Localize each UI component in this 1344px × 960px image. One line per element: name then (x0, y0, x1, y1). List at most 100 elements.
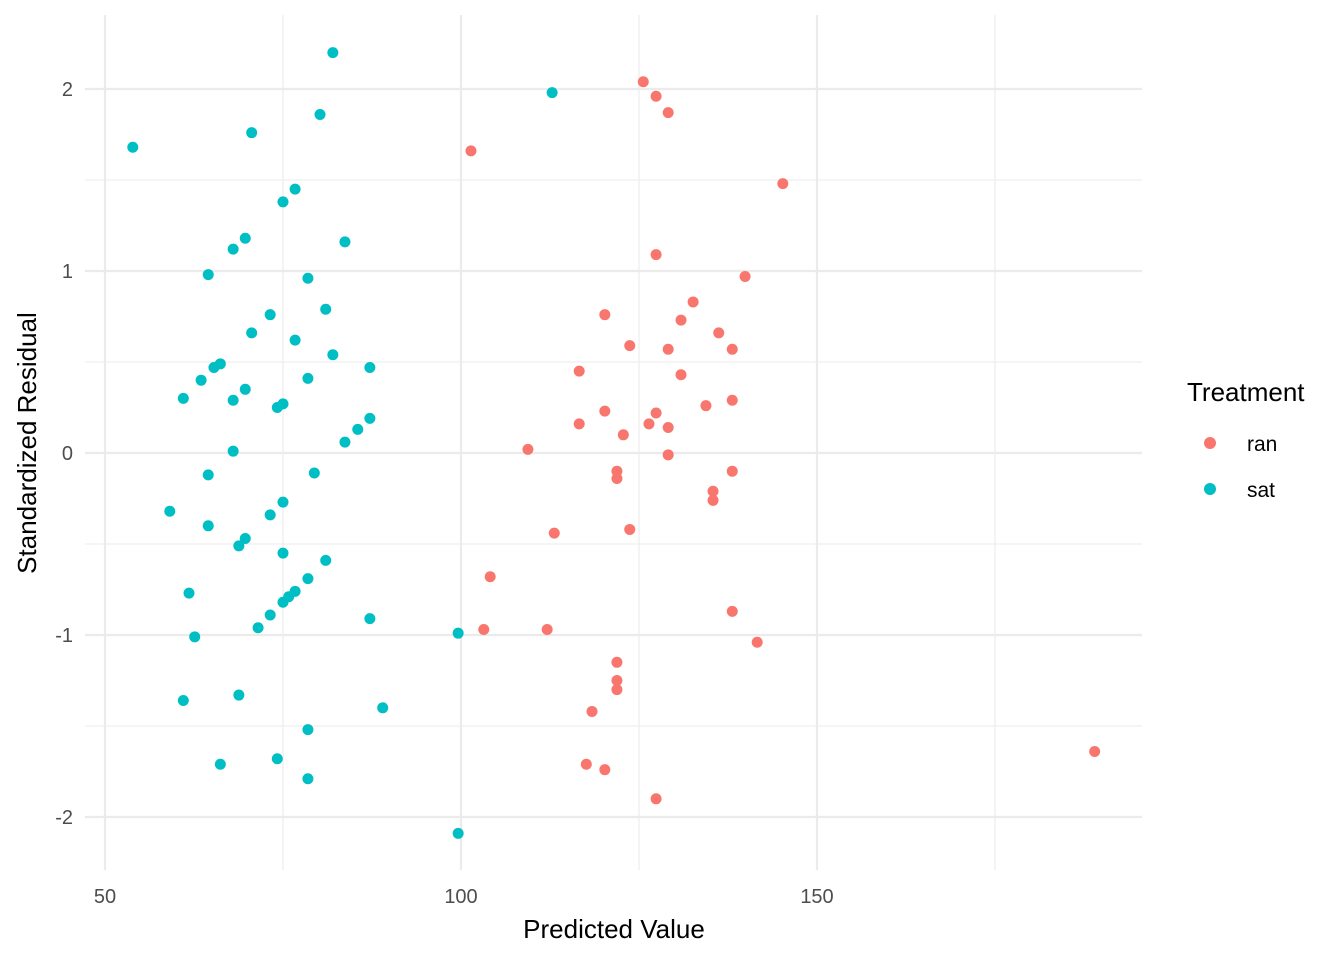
data-point-ran (662, 343, 674, 355)
data-point-ran (478, 624, 490, 636)
data-point-ran (573, 418, 585, 430)
data-point-ran (726, 465, 738, 477)
data-point-ran (465, 145, 477, 157)
data-point-ran (662, 422, 674, 434)
data-point-sat (202, 469, 214, 481)
data-point-sat (339, 436, 351, 448)
data-point-sat (289, 334, 301, 346)
data-point-ran (726, 394, 738, 406)
data-point-sat (302, 724, 314, 736)
data-point-sat (227, 243, 239, 255)
data-point-sat (195, 374, 207, 386)
data-point-ran (548, 527, 560, 539)
data-point-sat (364, 361, 376, 373)
legend-key-ran (1204, 437, 1216, 449)
data-point-sat (377, 702, 389, 714)
data-point-ran (751, 636, 763, 648)
data-point-ran (586, 705, 598, 717)
data-point-sat (189, 631, 201, 643)
data-point-ran (687, 296, 699, 308)
data-point-sat (239, 232, 251, 244)
data-point-ran (624, 523, 636, 535)
data-point-sat (302, 272, 314, 284)
data-point-ran (700, 400, 712, 412)
data-point-ran (650, 249, 662, 261)
data-point-sat (320, 554, 332, 566)
data-point-sat (177, 695, 189, 707)
data-point-ran (650, 90, 662, 102)
data-point-ran (662, 449, 674, 461)
data-point-sat (327, 47, 339, 59)
data-point-sat (302, 773, 314, 785)
data-point-ran (580, 758, 592, 770)
data-point-sat (271, 402, 283, 413)
data-point-sat (452, 627, 464, 639)
x-axis-ticks: 50 100 150 (94, 886, 834, 908)
data-point-sat (208, 361, 220, 373)
data-point-ran (624, 340, 636, 352)
data-point-ran (573, 365, 585, 377)
data-point-sat (277, 547, 289, 559)
y-tick-label: 0 (62, 443, 73, 465)
data-point-sat (233, 689, 245, 701)
data-point-ran (611, 472, 623, 484)
x-axis-title: Predicted Value (523, 914, 705, 944)
data-point-ran (611, 684, 623, 696)
data-point-sat (352, 423, 364, 435)
data-point-ran (611, 656, 623, 668)
data-point-ran (611, 675, 623, 686)
data-point-sat (239, 533, 251, 545)
data-point-ran (726, 343, 738, 355)
data-point-sat (202, 269, 214, 281)
data-point-sat (233, 540, 245, 552)
legend-title: Treatment (1187, 377, 1305, 407)
data-point-ran (777, 178, 789, 190)
data-point-sat (277, 496, 289, 508)
y-tick-label: 2 (62, 79, 73, 101)
data-point-ran (662, 107, 674, 119)
y-tick-label: -1 (55, 625, 73, 647)
legend-label-sat: sat (1247, 479, 1275, 502)
data-point-ran (522, 443, 534, 455)
data-point-sat (239, 383, 251, 395)
legend: Treatment ran sat (1187, 377, 1305, 502)
data-point-ran (675, 314, 687, 326)
grid (85, 15, 1142, 870)
data-point-sat (271, 753, 283, 765)
data-point-sat (364, 412, 376, 424)
data-point-sat (264, 309, 276, 321)
data-point-sat (327, 349, 339, 361)
data-point-sat (227, 445, 239, 457)
legend-label-ran: ran (1247, 433, 1277, 456)
data-point-ran (637, 76, 649, 88)
x-tick-label: 100 (444, 886, 477, 908)
data-point-sat (314, 108, 326, 120)
y-axis-ticks: -2 -1 0 1 2 (55, 79, 73, 829)
data-point-sat (264, 609, 276, 621)
data-point-ran (599, 764, 611, 776)
data-point-sat (302, 372, 314, 384)
data-point-ran (707, 485, 719, 497)
data-point-sat (252, 622, 264, 634)
data-point-sat (127, 141, 139, 153)
data-point-ran (599, 405, 611, 417)
data-point-sat (202, 520, 214, 532)
data-point-sat (214, 758, 226, 770)
data-point-ran (617, 429, 629, 441)
data-point-ran (713, 327, 725, 339)
data-point-sat (308, 467, 320, 479)
data-point-ran (643, 418, 655, 430)
data-point-sat (227, 394, 239, 406)
data-point-sat (289, 183, 301, 195)
data-point-sat (164, 505, 176, 517)
x-tick-label: 150 (800, 886, 833, 908)
data-point-ran (707, 494, 719, 506)
data-point-sat (364, 613, 376, 625)
data-point-ran (1089, 745, 1101, 757)
data-point-sat (277, 596, 289, 608)
legend-key-sat (1204, 483, 1216, 495)
data-point-ran (599, 309, 611, 321)
y-tick-label: 1 (62, 261, 73, 283)
data-point-sat (246, 127, 258, 139)
